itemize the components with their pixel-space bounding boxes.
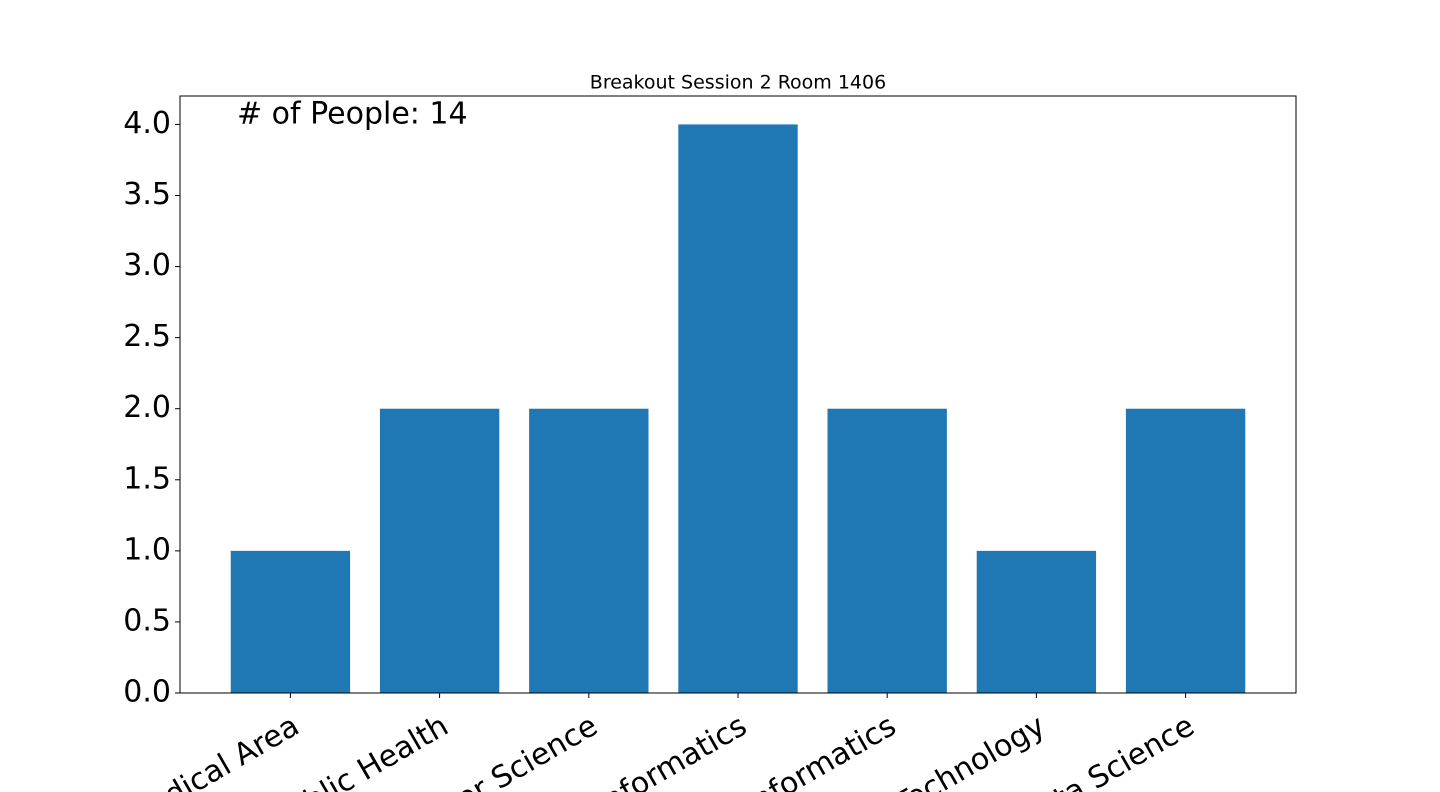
y-tick-label: 3.5	[123, 177, 171, 212]
annotation: # of People: 14	[237, 97, 468, 132]
bar	[529, 408, 649, 693]
bar	[379, 408, 500, 693]
y-tick-label: 3.0	[123, 248, 171, 283]
bar	[230, 550, 351, 693]
x-tick-label: Medical Area	[120, 708, 305, 792]
y-tick-label: 1.5	[123, 461, 171, 496]
bar	[827, 408, 947, 693]
y-tick-label: 2.0	[123, 390, 171, 425]
y-tick-label: 1.0	[123, 532, 171, 567]
bar	[1125, 408, 1246, 693]
y-tick-label: 2.5	[123, 319, 171, 354]
bar	[678, 124, 798, 693]
y-tick-label: 4.0	[123, 106, 171, 141]
y-tick-label: 0.0	[123, 675, 171, 710]
chart-title: Breakout Session 2 Room 1406	[590, 72, 886, 94]
y-tick-label: 0.5	[123, 603, 171, 638]
plot-frame	[179, 95, 1297, 694]
bar	[976, 550, 1097, 693]
